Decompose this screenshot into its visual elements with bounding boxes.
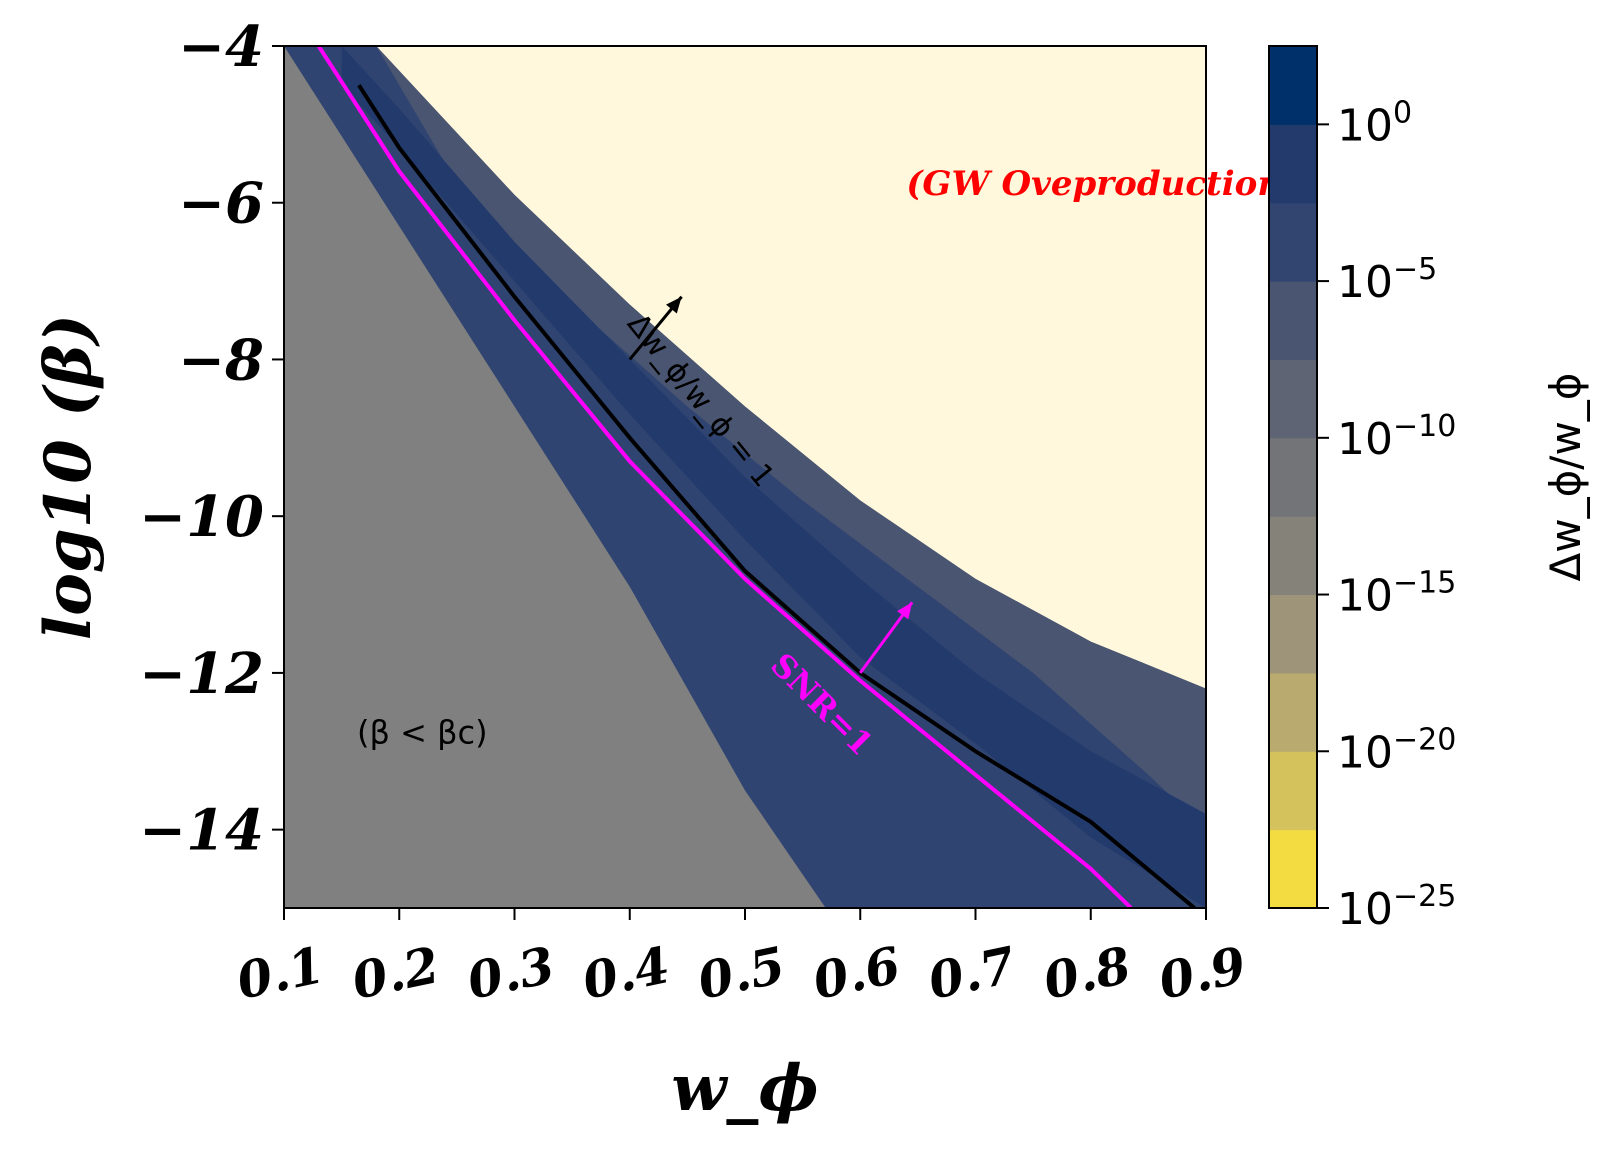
x-axis-title: w_ϕ <box>671 1051 818 1126</box>
y-axis-title: log10 (β) <box>31 314 106 640</box>
colorbar-level <box>1269 359 1317 439</box>
colorbar-level <box>1269 46 1317 125</box>
colorbar-tick-label: 10−5 <box>1337 252 1437 308</box>
bands-layer <box>341 46 1206 908</box>
y-tick-label: −6 <box>178 171 264 237</box>
y-tick-label: −10 <box>139 484 264 550</box>
beta-below-critical-region <box>284 46 826 908</box>
colorbar-tick-label: 10−15 <box>1337 566 1456 622</box>
y-tick-label: −4 <box>178 14 264 80</box>
delta-w-equals-one-line <box>357 84 1196 908</box>
x-tick-label: 0.1 <box>232 935 329 1011</box>
x-tick-label: 0.3 <box>462 935 559 1011</box>
y-tick-label: −14 <box>139 798 264 864</box>
colorbar-tick-label: 100 <box>1337 95 1412 151</box>
x-tick-label: 0.6 <box>808 935 905 1011</box>
colorbar-level <box>1269 516 1317 596</box>
gw-overproduction-label: (GW Oveproduction) <box>906 164 1298 204</box>
colorbar-label: Δw_ϕ/w_ϕ <box>1541 373 1590 582</box>
y-tick-label: −8 <box>178 327 264 393</box>
contour-band-0 <box>376 46 1206 830</box>
colorbar-level <box>1269 672 1317 752</box>
x-tick-label: 0.9 <box>1154 935 1251 1011</box>
colorbar-level <box>1269 829 1317 909</box>
colorbar-level <box>1269 202 1317 282</box>
colorbar-tick-label: 10−10 <box>1337 409 1456 465</box>
colorbar-level <box>1269 751 1317 831</box>
x-tick-label: 0.4 <box>577 935 674 1011</box>
arrow-head-1 <box>896 602 913 620</box>
colorbar-tick-label: 10−25 <box>1337 879 1456 935</box>
colorbar-level <box>1269 594 1317 674</box>
gw-overproduction-region <box>376 46 1206 689</box>
snr-equals-one-line <box>316 46 1133 908</box>
colorbar-frame <box>1268 45 1318 909</box>
colorbar-level <box>1269 281 1317 360</box>
x-tick-label: 0.5 <box>693 935 790 1011</box>
y-tick-label: −12 <box>139 641 264 707</box>
regions-layer <box>284 46 1206 908</box>
x-tick-label: 0.8 <box>1038 935 1135 1011</box>
arrow-head-0 <box>666 296 682 314</box>
plot-area <box>284 46 1206 908</box>
x-tick-label: 0.2 <box>347 935 444 1011</box>
x-tick-label: 0.7 <box>923 935 1021 1011</box>
beta-critical-label: (β < βc) <box>357 713 488 751</box>
colorbar-level <box>1269 124 1317 204</box>
y-axis: −4 −6 −8 −10 −12 −14 <box>139 14 284 864</box>
colorbar: 100 10−5 10−10 10−15 10−20 10−25 <box>1268 45 1456 935</box>
x-axis: 0.1 0.2 0.3 0.4 0.5 0.6 0.7 0.8 0.9 <box>232 908 1251 1011</box>
lines-layer <box>316 46 1196 908</box>
colorbar-level <box>1269 437 1317 517</box>
contour-band-1 <box>341 46 1206 908</box>
colorbar-tick-label: 10−20 <box>1337 722 1456 778</box>
